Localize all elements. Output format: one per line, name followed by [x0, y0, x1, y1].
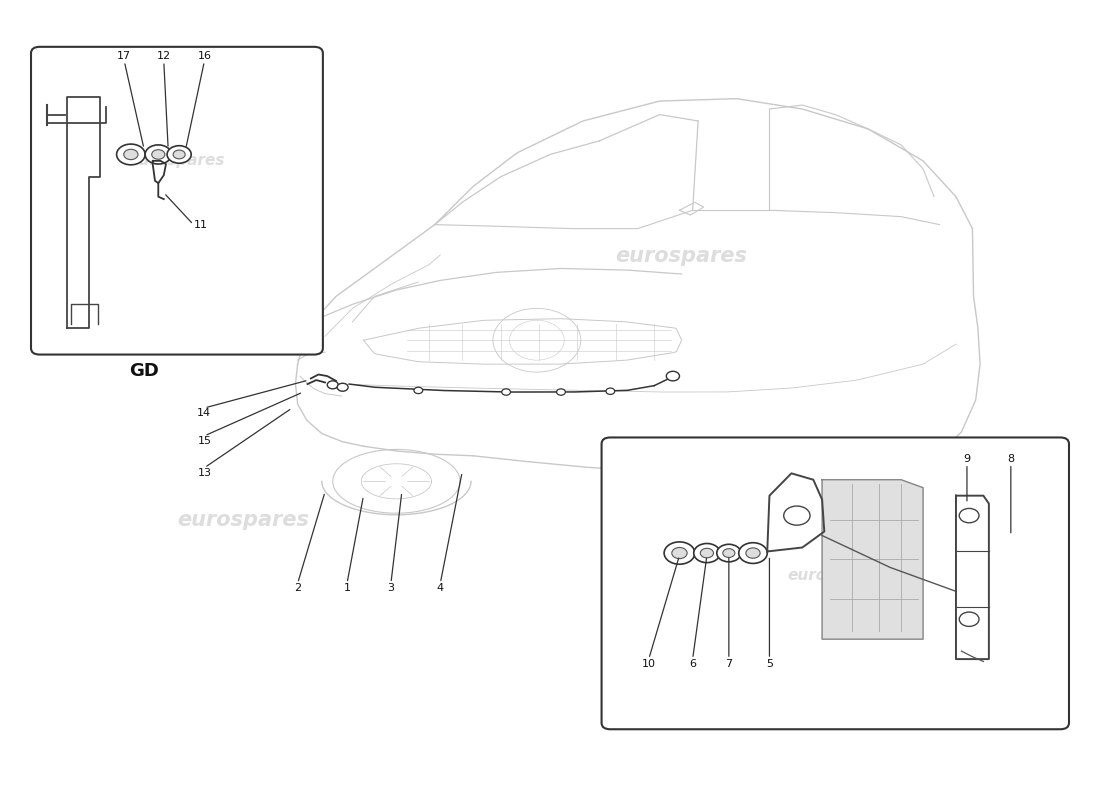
- Circle shape: [502, 389, 510, 395]
- Circle shape: [959, 612, 979, 626]
- Text: 13: 13: [197, 468, 211, 478]
- Text: 8: 8: [1008, 454, 1014, 464]
- Polygon shape: [822, 480, 923, 639]
- Text: 15: 15: [197, 436, 211, 446]
- Circle shape: [739, 542, 768, 563]
- Text: 7: 7: [725, 659, 733, 669]
- Text: 5: 5: [766, 659, 773, 669]
- Circle shape: [173, 150, 185, 159]
- Text: eurospares: eurospares: [177, 246, 309, 266]
- Text: eurospares: eurospares: [129, 154, 226, 168]
- Circle shape: [557, 389, 565, 395]
- Circle shape: [606, 388, 615, 394]
- Text: GD: GD: [129, 362, 160, 380]
- Text: 14: 14: [197, 408, 211, 418]
- Circle shape: [145, 145, 172, 164]
- Polygon shape: [767, 474, 824, 551]
- Circle shape: [701, 548, 714, 558]
- Text: 2: 2: [294, 583, 301, 594]
- Text: 1: 1: [343, 583, 351, 594]
- FancyBboxPatch shape: [602, 438, 1069, 730]
- Circle shape: [746, 548, 760, 558]
- Text: eurospares: eurospares: [616, 246, 748, 266]
- Circle shape: [337, 383, 348, 391]
- Circle shape: [123, 150, 138, 160]
- Circle shape: [328, 381, 338, 389]
- Circle shape: [152, 150, 165, 159]
- Circle shape: [694, 543, 720, 562]
- Text: 9: 9: [964, 454, 970, 464]
- Circle shape: [117, 144, 145, 165]
- Text: 6: 6: [689, 659, 696, 669]
- Text: 11: 11: [194, 220, 208, 230]
- Circle shape: [959, 509, 979, 522]
- Circle shape: [167, 146, 191, 163]
- Circle shape: [667, 371, 680, 381]
- Text: 12: 12: [156, 51, 170, 61]
- Text: 16: 16: [197, 51, 211, 61]
- Circle shape: [414, 387, 422, 394]
- Text: eurospares: eurospares: [177, 510, 309, 530]
- Text: eurospares: eurospares: [616, 510, 748, 530]
- Text: eurospares: eurospares: [786, 568, 883, 583]
- Text: 17: 17: [118, 51, 131, 61]
- Circle shape: [717, 544, 741, 562]
- Circle shape: [664, 542, 695, 564]
- Circle shape: [783, 506, 810, 525]
- Text: 4: 4: [437, 583, 443, 594]
- Text: 10: 10: [641, 659, 656, 669]
- Circle shape: [723, 549, 735, 558]
- Text: 3: 3: [387, 583, 395, 594]
- Circle shape: [672, 547, 688, 558]
- FancyBboxPatch shape: [31, 47, 323, 354]
